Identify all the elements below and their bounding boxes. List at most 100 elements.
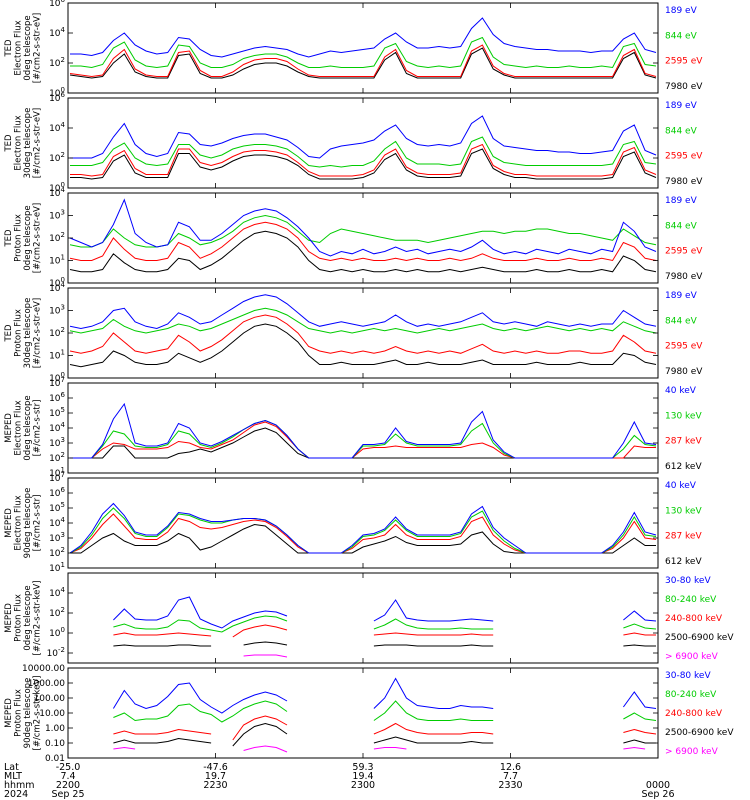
y-tick-label: 105 [49,501,65,514]
y-axis-label-line: Electron Flux [14,495,24,550]
y-axis-label-line: [#/cm2-s-str-keV] [33,676,43,751]
series-line-p1-0 [69,47,657,79]
y-axis-label-line: 0deg telescope [23,15,33,80]
y-axis-label-line: Proton Flux [14,594,24,642]
bottom-tick-label: -47.6 [203,762,228,773]
y-axis-label-line: [#/cm2-s-str-eV] [33,108,43,178]
bottom-tick-label: 7.4 [60,771,75,782]
legend-entry: 40 keV [665,481,697,491]
legend-entry: 240-800 keV [665,614,723,624]
legend-entry: 287 keV [665,437,702,447]
y-axis-label-line: TED [4,229,14,248]
y-axis-label-line: 0deg telescope [23,205,33,270]
panel-frame [67,2,659,94]
series-line-p8-0 [113,745,646,753]
y-tick-label: 10.00 [39,709,65,719]
legend-entry: 130 keV [665,506,702,516]
legend-entry: 7980 eV [665,177,703,187]
series-line-p8-2 [113,715,657,741]
y-axis-label: TED Proton Flux 30deg telescope [#/cm2-s-st… [4,298,43,369]
y-tick-label: 106 [49,0,65,9]
y-axis-label-line: 30deg telescope [23,108,33,179]
y-tick-label: 103 [49,436,65,449]
y-tick-label: 104 [49,121,65,134]
y-axis-label-line: Electron Flux [14,115,24,170]
y-axis-label-line: 0deg telescope [23,585,33,650]
y-tick-label: 1.00 [45,724,65,734]
y-axis-label-line: TED [4,324,14,343]
series-line-p7-1 [113,641,656,647]
series-line-p4-1 [69,314,657,354]
y-axis-label-line: TED [4,39,14,58]
legend-entry: 7980 eV [665,82,703,92]
panel-8: 0.01 0.10 1.00 10.00 100.00 1000.00 10000.00 ME… [4,664,734,764]
series-line-p4-0 [69,323,657,368]
y-tick-label: 104 [49,26,65,39]
y-tick-label: 101 [49,349,65,362]
y-tick-label: 101 [49,561,65,574]
y-tick-label: 106 [49,486,65,499]
bottom-tick-label: 2230 [203,780,227,791]
series-line-p2-1 [70,143,657,177]
series-line-p2-0 [70,148,657,180]
bottom-tick-label: 19.7 [205,771,226,782]
bottom-tick-label: 12.6 [500,762,521,773]
series-line-p7-2 [113,624,656,638]
legend-entry: 189 eV [665,6,698,16]
y-axis-label-line: 0deg telescope [23,395,33,460]
y-axis-label-line: 30deg telescope [23,298,33,369]
y-tick-label: 10-2 [47,646,65,659]
legend-entry: 2595 eV [665,342,703,352]
bottom-tick-label: 0000 [646,780,670,791]
legend-entry: 844 eV [665,316,698,326]
legend-entry: 2595 eV [665,57,703,67]
legend-entry: 287 keV [665,532,702,542]
bottom-tick-label: 2300 [351,780,375,791]
legend-entry: 844 eV [665,31,698,41]
legend-entry: > 6900 keV [665,652,719,662]
legend-entry: 240-800 keV [665,709,723,719]
y-axis-label: TED Electron Flux 30deg telescope [#/cm2-s-… [4,108,43,179]
y-axis-label-line: [#/cm2-s-str] [33,495,43,552]
panel-frame [67,382,659,474]
series-line-p1-3 [70,17,657,58]
series-line-p2-2 [70,136,657,168]
bottom-row-label: hhmm [4,780,35,791]
legend-entry: 189 eV [665,101,698,111]
y-tick-label: 102 [49,451,65,464]
y-axis-label-line: Proton Flux [14,689,24,737]
y-axis-label: MEPED Proton Flux 0deg telescope [#/cm2-s-s… [4,581,43,656]
y-axis-label: MEPED Electron Flux 0deg telescope [#/cm2-s… [4,395,43,460]
y-tick-label: 102 [49,546,65,559]
panel-7: 10-2 100 102 104 MEPED Proton Flux 0deg telesc… [4,572,734,664]
series-line-p5-3 [70,402,657,459]
series-line-p1-2 [70,36,657,69]
y-axis-label-line: Electron Flux [14,20,24,75]
bottom-row-label: MLT [4,771,22,782]
bottom-tick-label: -25.0 [56,762,81,773]
y-axis-label-line: [#/cm2-s-str-keV] [33,581,43,656]
y-axis-label-line: Proton Flux [14,214,24,262]
series-line-p3-1 [69,221,657,262]
panel-frame [67,667,659,759]
y-axis-label-line: MEPED [4,698,14,728]
legend-entry: 844 eV [665,221,698,231]
y-tick-label: 102 [49,326,65,339]
y-axis-label: MEPED Electron Flux 90deg telescope [#/cm2-… [4,488,43,559]
legend-entry: 7980 eV [665,367,703,377]
bottom-tick-label: Sep 25 [51,789,84,800]
y-axis-label-line: MEPED [4,603,14,633]
bottom-tick-label: Sep 26 [641,789,674,800]
series-line-p3-2 [69,214,657,248]
series-line-p2-3 [70,115,657,159]
y-tick-label: 102 [49,151,65,164]
y-axis-label: TED Electron Flux 0deg telescope [#/cm2-s-s… [4,13,43,83]
y-axis-label: MEPED Proton Flux 90deg telescope [#/cm2-s-… [4,676,43,751]
